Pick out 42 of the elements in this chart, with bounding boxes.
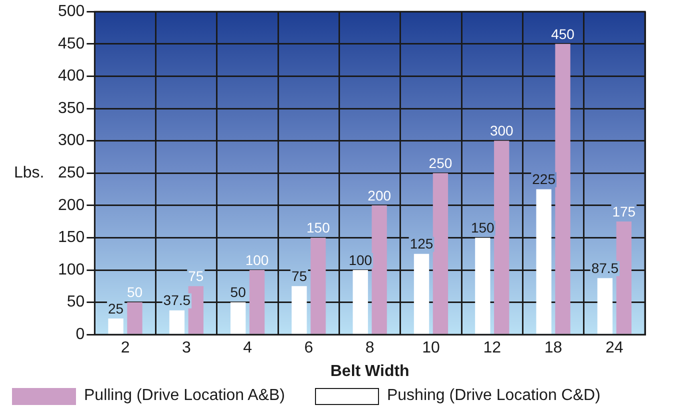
x-tick-label: 3 [182, 340, 191, 357]
data-label: 100 [245, 252, 269, 268]
y-axis-title: Lbs. [14, 164, 44, 182]
y-tick-label: 200 [58, 196, 85, 214]
x-tick-label: 8 [365, 340, 374, 357]
data-label: 175 [612, 203, 636, 220]
y-tick-label: 400 [58, 68, 85, 85]
data-label: 450 [551, 26, 575, 42]
x-tick-label: 10 [422, 340, 440, 357]
data-label: 100 [348, 252, 372, 268]
y-tick-label: 50 [66, 294, 85, 311]
data-label: 50 [230, 284, 246, 300]
legend-label: Pushing (Drive Location C&D) [386, 387, 600, 405]
data-label: 75 [188, 268, 204, 284]
y-tick-label: 500 [58, 3, 85, 20]
x-tick-label: 12 [483, 340, 502, 357]
x-tick-label: 18 [544, 340, 562, 357]
x-tick-label: 4 [243, 340, 252, 357]
data-label: 87.5 [591, 260, 619, 276]
data-label: 150 [306, 220, 330, 236]
y-tick-label: 0 [76, 326, 85, 344]
legend-label: Pulling (Drive Location A&B) [84, 387, 285, 405]
y-tick-label: 250 [58, 164, 85, 182]
x-tick-label: 6 [304, 340, 314, 357]
data-label: 75 [291, 268, 308, 284]
x-axis-title: Belt Width [330, 362, 410, 380]
x-tick-label: 2 [120, 340, 130, 357]
y-tick-label: 450 [58, 35, 85, 52]
data-label: 200 [368, 187, 392, 204]
data-label: 25 [108, 300, 124, 316]
data-label: 225 [532, 171, 556, 188]
data-label: 250 [428, 154, 452, 171]
data-label: 150 [470, 220, 495, 236]
y-tick-label: 300 [58, 132, 85, 150]
data-label: 300 [490, 122, 514, 139]
y-tick-label: 100 [58, 261, 85, 278]
y-tick-label: 150 [58, 229, 85, 246]
data-label: 37.5 [163, 292, 191, 308]
y-tick-label: 350 [58, 100, 85, 117]
data-label: 125 [410, 236, 434, 252]
x-tick-label: 24 [606, 340, 624, 357]
data-label: 50 [126, 284, 143, 300]
